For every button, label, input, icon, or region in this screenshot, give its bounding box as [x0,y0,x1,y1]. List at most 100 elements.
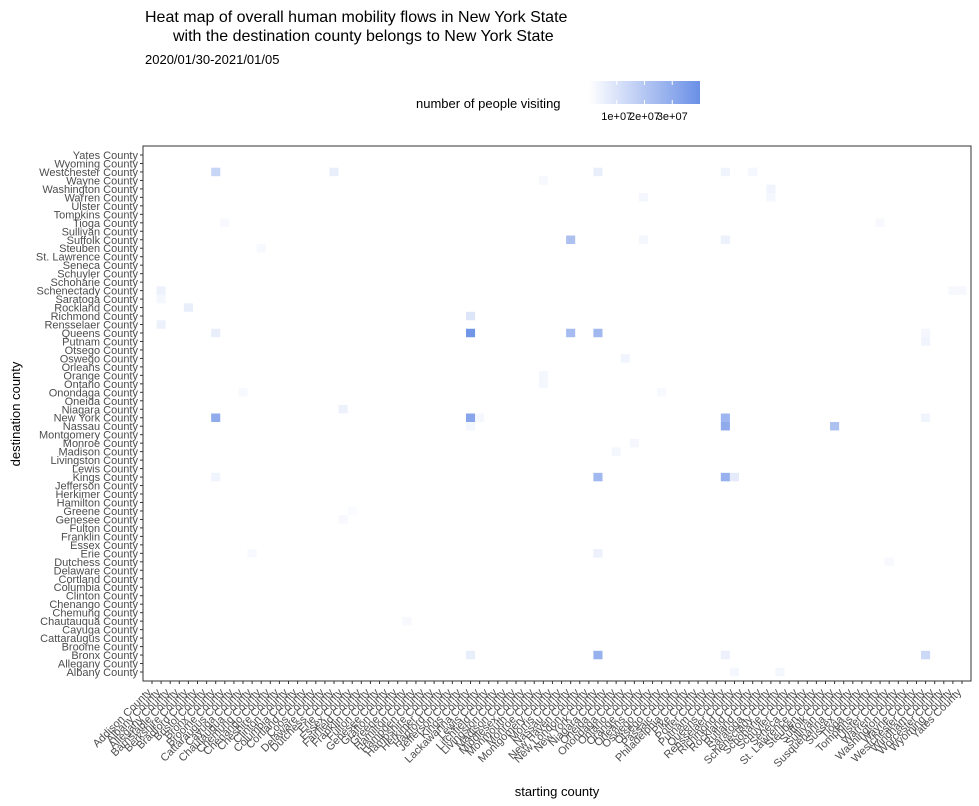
heatmap-cell [948,286,958,295]
y-tick-label: Kings County [73,472,139,484]
heatmap-cell [638,235,649,244]
heatmap-cell [538,176,548,185]
heatmap-cell [766,184,776,194]
y-tick-label: Yates County [73,150,139,162]
y-tick-label: Washington County [42,184,138,196]
y-tick-label: Schuyler County [57,269,138,281]
chart-subtitle: 2020/01/30-2021/01/05 [145,52,279,67]
heatmap-cell [875,218,885,228]
y-tick-label: Ulster County [71,201,138,213]
y-tick-label: Cayuga County [62,625,138,637]
heatmap-cell [247,549,257,558]
legend-tick-label: 3e+07 [657,111,688,123]
heatmap-cell [475,413,485,422]
y-tick-label: Steuben County [59,243,138,255]
y-tick-label: Albany County [66,667,138,679]
y-tick-label: Putnam County [62,336,138,348]
heatmap-cell [593,549,603,558]
y-tick-label: Schenectady County [36,286,138,298]
y-tick-label: Columbia County [54,582,139,594]
heatmap-cell [657,388,667,397]
heatmap-cell [347,506,357,516]
y-tick-label: Saratoga County [55,294,138,306]
heatmap-cell [766,193,776,202]
y-tick-label: Rockland County [54,303,138,315]
heatmap-cell [338,515,348,524]
heatmap-cell [465,413,476,422]
y-tick-label: Allegany County [58,659,139,671]
heatmap-cell [211,328,221,338]
heatmap-cell [238,388,248,397]
heatmap-cell [921,328,931,338]
y-tick-label: Orange County [63,370,138,382]
heatmap-cell [256,243,266,253]
heatmap-cell [402,616,412,626]
y-tick-label: Madison County [59,447,139,459]
heatmap-cell [921,337,931,346]
y-tick-label: Franklin County [61,531,139,543]
y-tick-label: Rensselaer County [44,320,138,332]
y-tick-label: Oneida County [65,396,139,408]
legend-tick-label: 1e+07 [601,111,632,123]
y-tick-label: Cattaraugus County [40,633,138,645]
y-tick-label: Broome County [62,642,139,654]
heatmap-cell [921,413,931,422]
y-tick-label: Lewis County [72,464,139,476]
y-tick-label: Otsego County [65,345,139,357]
heatmap-cell [183,303,193,312]
y-tick-label: Warren County [64,192,138,204]
heatmap-cell [720,167,730,177]
y-tick-label: Montgomery County [39,430,139,442]
y-tick-label: Sullivan County [62,226,139,238]
heatmap-cell [538,379,548,389]
y-tick-label: Erie County [81,548,139,560]
y-tick-label: Niagara County [62,404,139,416]
y-tick-label: Schoharie County [51,277,139,289]
heatmap-cell [538,371,548,380]
heatmap-cell [957,286,967,295]
y-tick-label: Richmond County [51,311,139,323]
heatmap-cell [729,472,740,482]
heatmap-cell [775,667,785,677]
heatmap-cell [921,650,931,660]
heatmap-cell [620,354,630,363]
heatmap-cell [729,667,740,677]
heatmap-cells [156,167,967,677]
y-tick-label: Chautauqua County [40,616,138,628]
y-tick-label: Westchester County [39,167,138,179]
legend-colorbar [589,81,700,104]
heatmap-cell [720,650,730,660]
heatmap-cell [593,167,603,177]
heatmap-cell [465,650,476,660]
heatmap-cell [156,320,166,329]
chart-title-line1: Heat map of overall human mobility flows… [145,9,568,26]
heatmap-cell [720,413,730,422]
y-axis-title: destination county [8,361,23,466]
heatmap-cell [338,405,348,414]
y-tick-label: St. Lawrence County [36,252,139,264]
heatmap-cell [465,421,476,431]
y-tick-label: Tompkins County [54,209,139,221]
heatmap-cell [884,557,894,567]
y-tick-label: Nassau County [63,421,139,433]
heatmap-cell [465,328,476,338]
heatmap-cell [156,286,166,295]
y-tick-label: Genesee County [55,514,138,526]
y-tick-label: Ontario County [64,379,138,391]
y-tick-label: Essex County [70,540,138,552]
heatmap-cell [720,472,730,482]
heatmap-cell [638,193,649,202]
heatmap-cell [211,413,221,422]
y-tick-label: Monroe County [63,438,139,450]
y-tick-label: Fulton County [70,523,139,535]
y-tick-label: Orleans County [62,362,139,374]
heatmap-cell [156,294,166,304]
legend-title: number of people visiting [416,96,561,111]
heatmap-cell [720,421,730,431]
heatmap-cell [211,472,221,482]
y-tick-label: Dutchess County [54,557,138,569]
heatmap-cell [830,421,840,431]
